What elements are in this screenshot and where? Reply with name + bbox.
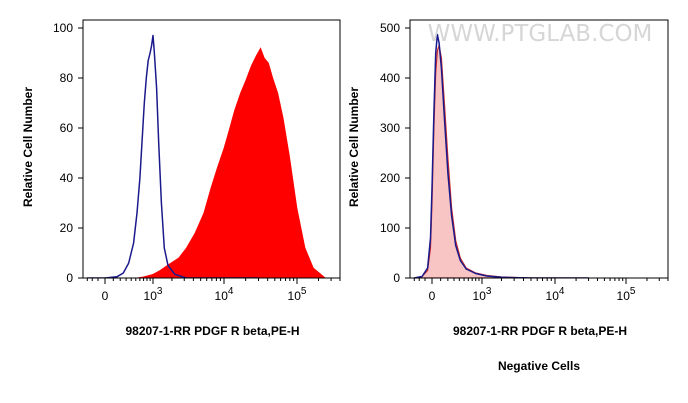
x-tick-label: 105	[288, 286, 307, 303]
y-tick-label: 300	[380, 121, 400, 135]
plot-frame	[409, 19, 669, 279]
y-axis-label: Relative Cell Number	[21, 87, 35, 207]
plot-area	[87, 34, 326, 278]
sample-histogram-area	[414, 43, 589, 278]
y-tick-label: 0	[393, 271, 400, 285]
control-histogram-line	[414, 33, 589, 278]
y-tick-label: 0	[66, 271, 73, 285]
y-tick-label: 20	[60, 221, 74, 235]
x-tick-label: 104	[546, 286, 565, 303]
y-tick-label: 100	[380, 221, 400, 235]
x-tick-label: 104	[215, 286, 234, 303]
x-tick-label: 103	[144, 286, 163, 303]
y-tick-label: 500	[380, 21, 400, 35]
y-tick-label: 200	[380, 171, 400, 185]
left-histogram-panel: 0 20 40 60 80 100 0 103 104 105 98207-1-RR PDGF R …	[21, 19, 341, 338]
x-tick-label: 0	[102, 289, 109, 303]
x-axis-label: 98207-1-RR PDGF R beta,PE-H	[453, 324, 627, 338]
watermark-text: WWW.PTGLAB.COM	[428, 21, 653, 47]
control-histogram-line	[87, 34, 259, 278]
plot-area	[414, 33, 589, 278]
y-tick-label: 40	[60, 171, 74, 185]
x-tick-label: 105	[617, 286, 636, 303]
sample-histogram-area	[135, 47, 326, 278]
x-tick-label: 0	[429, 289, 436, 303]
y-tick-label: 400	[380, 71, 400, 85]
y-tick-label: 80	[60, 71, 74, 85]
x-tick-label: 103	[473, 286, 492, 303]
y-axis-label: Relative Cell Number	[347, 87, 361, 207]
panel-title: Negative Cells	[498, 359, 580, 373]
x-axis-label: 98207-1-RR PDGF R beta,PE-H	[125, 324, 299, 338]
y-tick-label: 100	[53, 21, 73, 35]
right-histogram-panel: 0 100 200 300 400 500 0 103 104 105 98207-1-RR PDG…	[347, 19, 669, 373]
y-tick-label: 60	[60, 121, 74, 135]
